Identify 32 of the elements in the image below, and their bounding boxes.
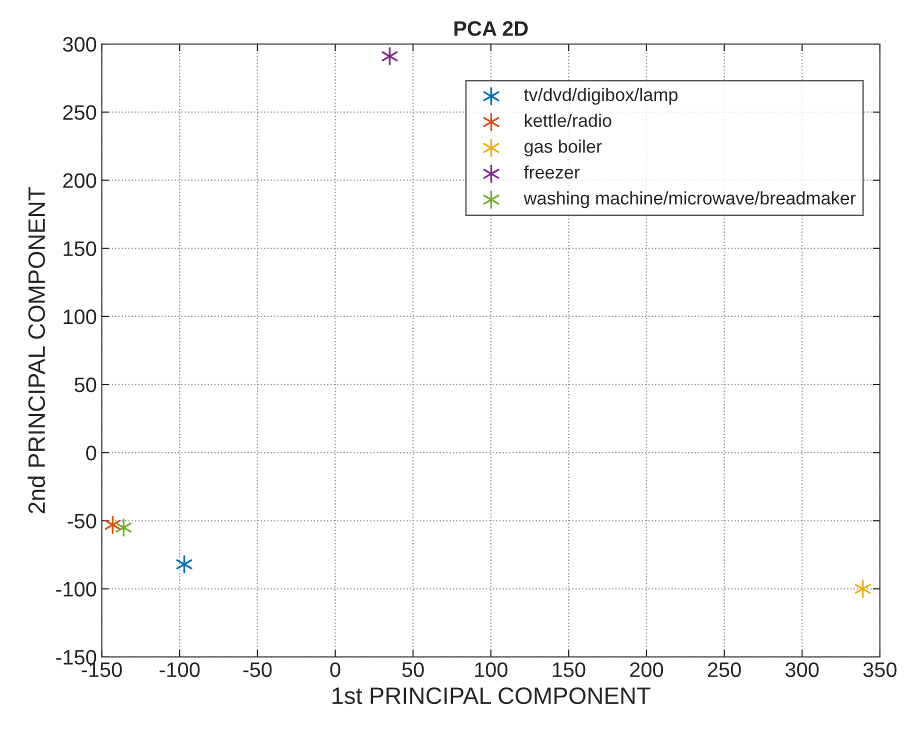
x-tick-label: 300 (786, 662, 819, 678)
x-axis-title: 1st PRINCIPAL COMPONENT (332, 687, 650, 704)
chart-title: PCA 2D (454, 21, 528, 36)
x-tick-label: 250 (708, 662, 741, 678)
legend-label: freezer (524, 165, 580, 179)
x-tick-label: 150 (552, 662, 586, 678)
y-tick-label: -100 (56, 582, 96, 597)
point (116, 518, 132, 537)
legend-label: tv/dvd/digibox/lamp (524, 88, 678, 105)
x-tick-label: 50 (402, 662, 424, 678)
point (854, 580, 871, 598)
y-axis-title: 2nd PRINCIPAL COMPONENT (28, 187, 46, 514)
y-tick-label: 150 (64, 241, 96, 256)
y-tick-label: -50 (68, 514, 96, 528)
y-tick-label: 250 (63, 105, 96, 120)
y-tick-label: 200 (63, 173, 96, 188)
legend-label: kettle/radio (524, 114, 612, 127)
legend-label: gas boiler (524, 140, 602, 156)
point (104, 516, 121, 534)
point (176, 555, 192, 574)
y-tick-label: 50 (74, 378, 96, 392)
x-tick-label: 100 (475, 662, 508, 678)
point (382, 47, 398, 66)
x-tick-label: 200 (630, 662, 664, 678)
x-tick-label: 350 (863, 662, 896, 678)
legend-label: washing machine/microwave/breadmaker (524, 191, 856, 208)
x-tick-label: 0 (330, 662, 340, 678)
y-tick-label: 0 (86, 446, 96, 460)
y-tick-label: 300 (62, 37, 96, 52)
x-tick-label: -100 (160, 662, 200, 678)
y-tick-label: 100 (64, 309, 96, 324)
x-tick-label: -50 (243, 662, 272, 678)
